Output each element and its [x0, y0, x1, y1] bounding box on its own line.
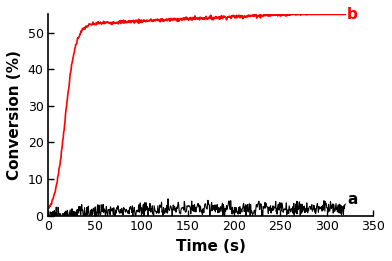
X-axis label: Time (s): Time (s) [176, 239, 246, 254]
Text: a: a [347, 192, 358, 207]
Text: b: b [347, 7, 358, 22]
Y-axis label: Conversion (%): Conversion (%) [7, 50, 22, 180]
